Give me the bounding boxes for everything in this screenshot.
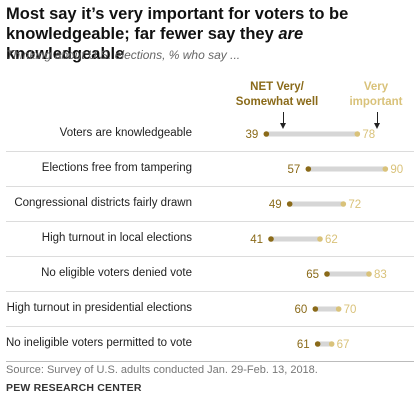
category-label: No eligible voters denied vote (41, 267, 192, 279)
legend-vi-line2: important (349, 96, 403, 108)
row-divider (6, 151, 414, 152)
row-divider (6, 291, 414, 292)
legend-net-line2: Somewhat well (235, 96, 319, 108)
net-dot (314, 341, 321, 347)
net-value-label: 60 (295, 304, 308, 316)
category-label: High turnout in presidential elections (6, 302, 192, 314)
chart-subtitle: Thinking about U.S. elections, % who say… (6, 48, 241, 62)
net-dot (312, 306, 319, 312)
footer-divider (6, 361, 414, 362)
legend-net: NET Very/Somewhat well (230, 80, 324, 110)
title-line-2a: knowledgeable; far fewer say they (6, 25, 279, 43)
very-important-dot (366, 271, 372, 277)
net-value-label: 49 (269, 199, 282, 211)
net-value-label: 61 (297, 339, 310, 351)
very-important-dot (328, 341, 335, 347)
very-important-dot (382, 166, 389, 172)
row-divider (6, 186, 414, 187)
row-divider (6, 221, 414, 222)
category-label: Congressional districts fairly drawn (14, 197, 192, 209)
very-important-value-label: 62 (325, 234, 338, 246)
net-dot (286, 201, 293, 207)
source-note: Source: Survey of U.S. adults conducted … (6, 364, 318, 376)
org-credit: PEW RESEARCH CENTER (6, 382, 142, 394)
net-dot (263, 131, 270, 137)
category-label: Elections free from tampering (41, 162, 192, 174)
legend-net-line1: NET Very/ (250, 81, 304, 93)
net-value-label: 65 (306, 269, 319, 281)
legend-vi-line1: Very (363, 81, 389, 93)
row-divider (6, 256, 414, 257)
legend-very-important: Very important (346, 80, 406, 110)
very-important-value-label: 83 (374, 269, 387, 281)
very-important-value-label: 78 (362, 129, 375, 141)
very-important-value-label: 67 (337, 339, 350, 351)
legend-net-arrow (280, 112, 286, 129)
category-label: No ineligible voters permitted to vote (5, 337, 192, 349)
row-divider (6, 326, 414, 327)
very-important-value-label: 70 (344, 304, 357, 316)
category-label: High turnout in local elections (41, 232, 192, 244)
legend-very-important-arrow (374, 112, 380, 129)
category-label: Voters are knowledgeable (59, 127, 192, 139)
very-important-dot (335, 306, 342, 312)
very-important-value-label: 90 (390, 164, 403, 176)
very-important-dot (317, 236, 323, 242)
net-value-label: 39 (246, 129, 259, 141)
very-important-dot (340, 201, 347, 207)
net-value-label: 57 (288, 164, 301, 176)
title-line-1: Most say it’s very important for voters … (6, 5, 349, 23)
net-dot (324, 271, 330, 277)
very-important-dot (354, 131, 361, 137)
chart-title: Most say it’s very important for voters … (6, 4, 414, 64)
net-dot (268, 236, 274, 242)
net-value-label: 41 (250, 234, 263, 246)
very-important-value-label: 72 (348, 199, 361, 211)
net-dot (305, 166, 312, 172)
title-line-2b: knowledgeable (6, 45, 125, 63)
title-emphasis: are (278, 25, 304, 43)
